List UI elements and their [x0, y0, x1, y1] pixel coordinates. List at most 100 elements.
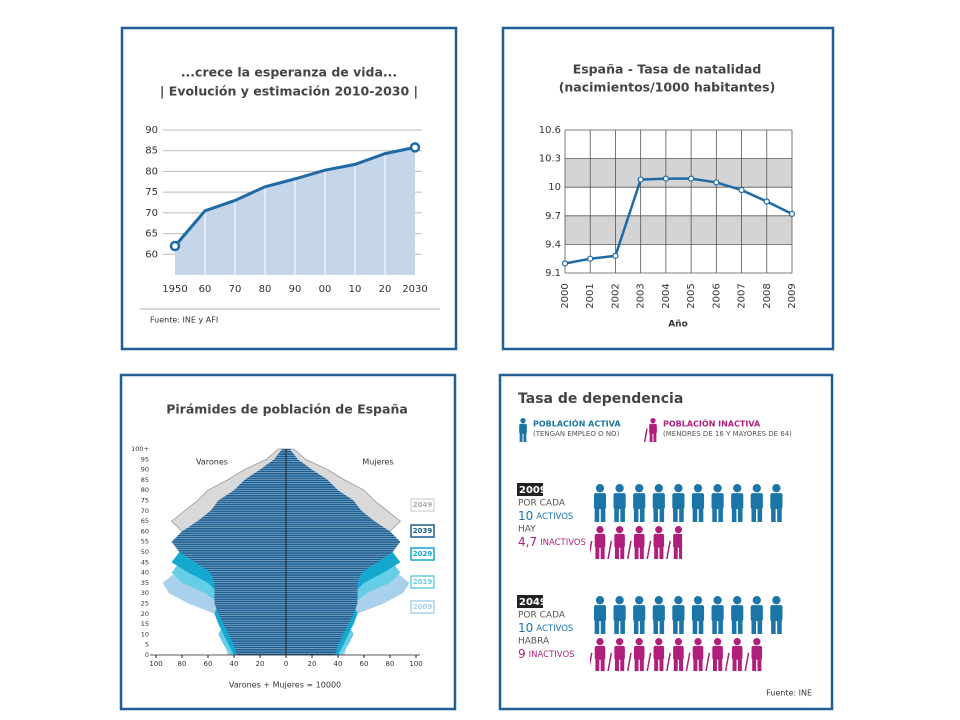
icon-leg — [698, 657, 703, 671]
icon-cane — [643, 428, 648, 443]
icon-head — [596, 638, 604, 646]
icon-leg — [649, 432, 653, 442]
panel-frame — [501, 26, 835, 351]
legend-note: (MENORES DE 16 Y MAYORES DE 64) — [663, 430, 792, 438]
icon-cane — [744, 652, 750, 672]
icon-leg — [620, 545, 625, 559]
icon-head — [595, 484, 605, 493]
icon-leg — [639, 618, 645, 634]
y-tick-label: 20 — [141, 610, 149, 618]
y-tick-label: 85 — [141, 476, 149, 484]
marker — [662, 175, 669, 182]
y-tick-label: 10 — [548, 182, 561, 193]
icon-leg — [731, 618, 737, 634]
icon-leg — [752, 657, 757, 671]
x-tick-label: 2008 — [762, 283, 773, 308]
icon-head — [596, 526, 604, 534]
chart-title: ...crece la esperanza de vida... — [181, 65, 397, 80]
chart-title: Tasa de dependencia — [518, 391, 683, 407]
icon-leg — [679, 545, 683, 559]
icon-body — [711, 605, 724, 622]
y-tick-label: 95 — [141, 455, 149, 463]
y-tick-label: 70 — [145, 208, 158, 219]
marker — [637, 176, 644, 183]
icon-leg — [519, 432, 523, 442]
icon-leg — [679, 506, 684, 522]
icon-body — [712, 645, 723, 660]
icon-body — [770, 493, 783, 510]
icon-row — [593, 596, 783, 634]
icon-leg — [614, 618, 619, 634]
icon-row — [590, 638, 763, 672]
icon-body — [614, 533, 625, 548]
icon-leg — [692, 618, 698, 634]
icon-leg — [620, 657, 625, 671]
icon-leg — [634, 545, 639, 559]
grid-band — [565, 215, 792, 245]
ratio-text: 10 ACTIVOS — [518, 621, 573, 635]
year-box — [517, 595, 543, 608]
icon-cane — [685, 652, 691, 672]
line — [173, 145, 416, 247]
icon-leg — [718, 618, 723, 634]
icon-body — [652, 605, 665, 622]
y-tick-label: 9.4 — [545, 239, 561, 250]
x-axis-label: Varones + Mujeres = 10000 — [229, 681, 341, 690]
intro: POR CADA — [518, 499, 566, 509]
icon-head — [635, 526, 643, 534]
icon-body — [633, 605, 646, 622]
x-tick-label: 60 — [204, 660, 213, 668]
icon-cane — [626, 540, 632, 560]
icon-leg — [698, 506, 704, 522]
icon-body — [613, 605, 626, 622]
icon-leg — [692, 506, 698, 522]
icon-body — [633, 493, 646, 510]
legend-icon — [643, 418, 657, 443]
icon-leg — [600, 657, 605, 671]
icon-head — [654, 484, 663, 493]
icon-leg — [673, 657, 678, 671]
left-label: Varones — [196, 458, 228, 467]
icon-leg — [654, 657, 659, 671]
icon-leg — [614, 545, 619, 559]
icon-leg — [679, 657, 684, 671]
icon-cane — [705, 652, 711, 672]
icon-leg — [594, 506, 600, 522]
icon-leg — [731, 506, 737, 522]
y-tick-label: 65 — [145, 229, 158, 240]
icon-head — [772, 484, 781, 493]
icon-head — [615, 484, 624, 493]
x-tick-label: 2004 — [661, 283, 672, 308]
ratio-value: 10 — [518, 509, 533, 523]
y-tick-label: 9.1 — [545, 268, 561, 279]
chart-subtitle: (nacimientos/1000 habitantes) — [559, 80, 776, 95]
icon-leg — [737, 506, 743, 522]
icon-body — [653, 645, 665, 660]
icon-head — [693, 484, 703, 493]
x-tick-label: 20 — [308, 660, 317, 668]
icon-cane — [590, 652, 593, 667]
icon-leg — [600, 506, 606, 522]
icon-head — [674, 596, 683, 605]
icon-leg — [712, 657, 717, 671]
icon-leg — [659, 657, 664, 671]
icon-leg — [751, 506, 757, 522]
y-tick-label: 5 — [145, 641, 149, 649]
y-tick-label: 10 — [141, 630, 149, 638]
icon-head — [772, 596, 781, 605]
icon-leg — [757, 506, 763, 522]
icon-leg — [698, 618, 704, 634]
source: Fuente: INE — [766, 689, 812, 698]
x-tick-label: 0 — [284, 660, 288, 668]
marker — [738, 186, 745, 194]
marker — [688, 175, 695, 182]
year: 2009 — [519, 485, 547, 496]
icon-head — [655, 526, 663, 534]
icon-body — [691, 605, 705, 622]
icon-leg — [659, 618, 665, 634]
x-tick-label: 60 — [360, 660, 369, 668]
icon-leg — [594, 618, 600, 634]
icon-head — [615, 638, 624, 646]
year: 2049 — [519, 597, 547, 608]
y-tick-label: 80 — [145, 166, 158, 177]
